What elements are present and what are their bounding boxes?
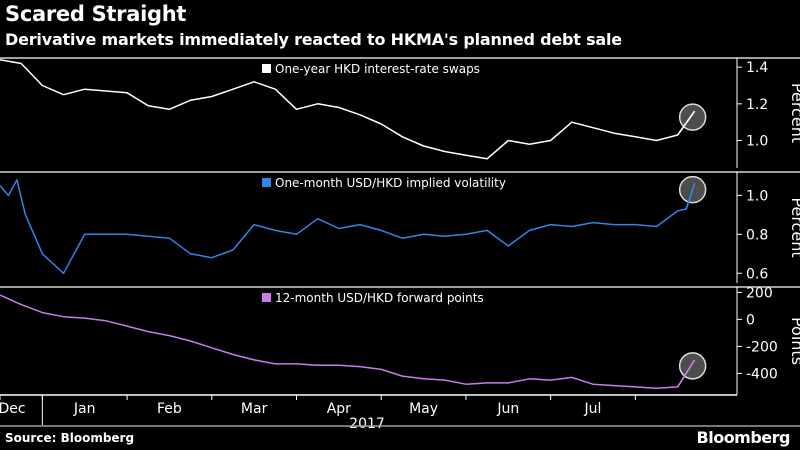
- x-axis-month-label: Dec: [0, 401, 26, 417]
- panel-2-legend-label: One-month USD/HKD implied volatility: [275, 176, 506, 190]
- panel-1-legend-swatch: [262, 64, 271, 73]
- chart-title: Scared Straight: [5, 2, 187, 26]
- source-label: Source: Bloomberg: [5, 431, 135, 445]
- x-axis-year-label: 2017: [349, 416, 385, 432]
- panel-1-ytick-label: 1.0: [746, 134, 768, 150]
- panel-3-y-axis-label: Points: [788, 317, 800, 365]
- panel-3-series-line-tip: [677, 359, 696, 388]
- panel-2-y-axis-label: Percent: [788, 197, 800, 257]
- panel-1-legend-label: One-year HKD interest-rate swaps: [275, 62, 480, 76]
- brand-logo: Bloomberg: [696, 428, 791, 447]
- chart-subtitle: Derivative markets immediately reacted t…: [5, 30, 622, 49]
- panel-1-series-line-tip: [677, 110, 696, 136]
- panel-3-legend-swatch: [262, 293, 271, 302]
- panel-3-series-line: [0, 294, 696, 390]
- x-axis-month-label: Apr: [327, 401, 351, 417]
- x-axis-month-label: May: [409, 401, 438, 417]
- panel-2-series-line: [0, 179, 696, 275]
- panel-3-highlight-circle: [678, 352, 707, 380]
- panel-2-ytick-label: 0.6: [746, 266, 768, 282]
- x-axis-month-label: Feb: [157, 401, 182, 417]
- panel-3-ytick-label: 200: [746, 285, 773, 301]
- panel-1-series-line: [0, 59, 696, 160]
- panel-3-ytick-label: 0: [746, 312, 755, 328]
- x-axis-month-label: Jun: [496, 401, 519, 417]
- panel-2-ytick-label: 1.0: [746, 188, 768, 204]
- panel-2-series-line-tip: [685, 183, 696, 210]
- x-axis-month-label: Jul: [584, 401, 602, 417]
- panel-1-ytick-label: 1.2: [746, 97, 768, 113]
- panel-3-ytick-label: -400: [746, 366, 778, 382]
- panel-3-ytick-label: -200: [746, 339, 778, 355]
- x-axis-month-label: Mar: [241, 401, 268, 417]
- panel-1-ytick-label: 1.4: [746, 60, 768, 76]
- panel-2-ytick-label: 0.8: [746, 227, 768, 243]
- panel-1-y-axis-label: Percent: [788, 83, 800, 143]
- panel-3-legend-label: 12-month USD/HKD forward points: [275, 291, 484, 305]
- panel-2-legend-swatch: [262, 178, 271, 187]
- x-axis-month-label: Jan: [73, 401, 96, 417]
